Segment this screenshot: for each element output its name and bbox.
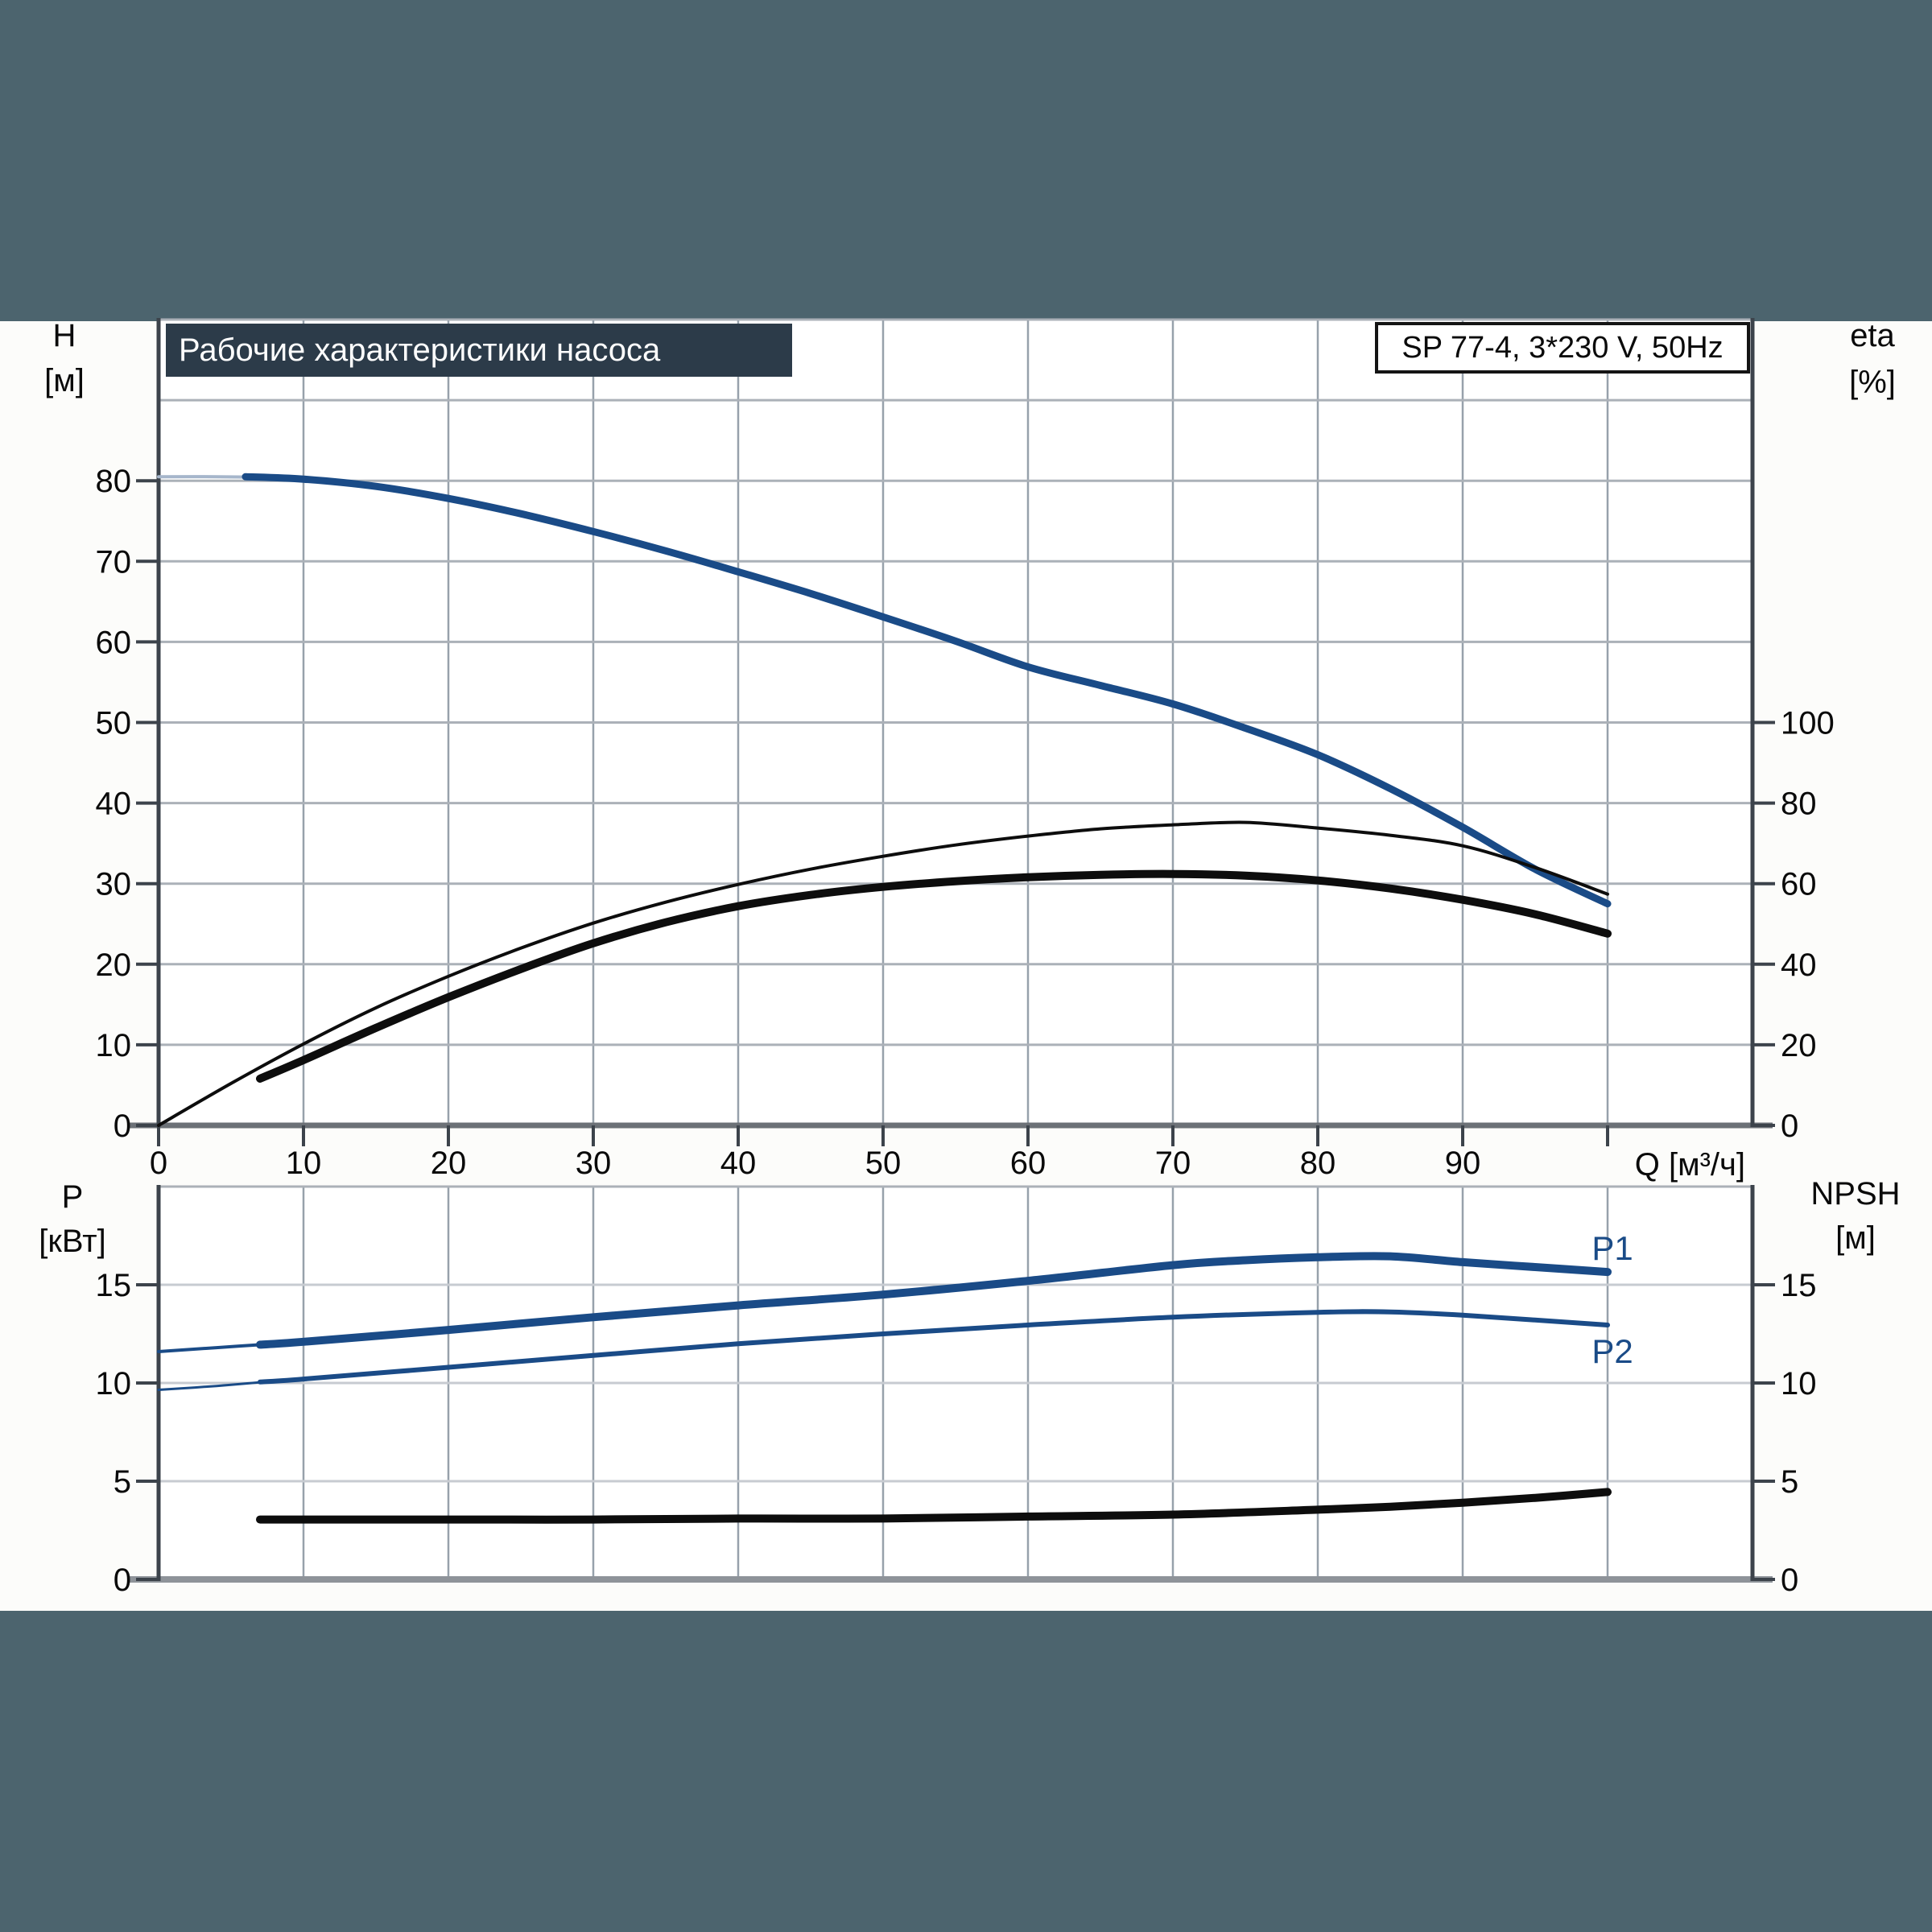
npsh-axis-label: NPSH xyxy=(1810,1176,1901,1212)
p1-series-label: P1 xyxy=(1591,1229,1633,1267)
tick-label: 0 xyxy=(1781,1563,1798,1598)
tick-label: 40 xyxy=(96,786,132,822)
tick-label: 50 xyxy=(865,1146,902,1181)
tick-label: 40 xyxy=(720,1146,757,1181)
tick-label: 10 xyxy=(96,1028,132,1063)
tick-label: 100 xyxy=(1781,706,1835,741)
tick-label: 60 xyxy=(1010,1146,1046,1181)
chart-title: Рабочие характеристики насоса xyxy=(179,332,661,368)
curve-NPSH xyxy=(256,1488,1612,1524)
tick-label: 15 xyxy=(1781,1268,1817,1303)
tick-label: 40 xyxy=(1781,947,1817,983)
tick-label: 20 xyxy=(96,947,132,983)
tick-label: 50 xyxy=(96,706,132,741)
h-axis-label: H xyxy=(52,318,76,353)
curve-eta-pump xyxy=(157,820,1609,1127)
tick-label: 10 xyxy=(96,1366,132,1402)
eta-axis-label: eta xyxy=(1850,318,1895,353)
eta-axis-unit: [%] xyxy=(1849,365,1896,400)
tick-label: 5 xyxy=(114,1464,131,1500)
curve-P2 xyxy=(258,1309,1610,1385)
npsh-axis-unit: [м] xyxy=(1835,1220,1876,1256)
tick-label: 70 xyxy=(96,544,132,580)
tick-label: 0 xyxy=(114,1563,131,1598)
chart-title-bar: Рабочие характеристики насоса xyxy=(166,324,792,377)
tick-label: 0 xyxy=(150,1146,167,1181)
tick-label: 70 xyxy=(1155,1146,1191,1181)
tick-label: 80 xyxy=(1781,786,1817,822)
tick-label: 10 xyxy=(286,1146,322,1181)
tick-label: 80 xyxy=(96,464,132,499)
tick-label: 60 xyxy=(1781,867,1817,902)
tick-label: 10 xyxy=(1781,1366,1817,1402)
curve-P1 xyxy=(256,1252,1612,1349)
tick-label: 15 xyxy=(96,1268,132,1303)
tick-label: 0 xyxy=(114,1108,131,1144)
curve-eta-pump-motor xyxy=(256,869,1612,1083)
pump-model-box: SP 77-4, 3*230 V, 50Hz xyxy=(1375,322,1750,374)
q-axis-label: Q [м³/ч] xyxy=(1634,1147,1745,1183)
tick-label: 30 xyxy=(96,867,132,902)
p-axis-unit: [кВт] xyxy=(39,1224,106,1259)
tick-label: 30 xyxy=(576,1146,612,1181)
tick-label: 0 xyxy=(1781,1108,1798,1144)
curve-H-curve xyxy=(242,473,1612,908)
h-axis-unit: [м] xyxy=(44,363,85,398)
tick-label: 20 xyxy=(1781,1028,1817,1063)
p-axis-label: P xyxy=(61,1179,84,1215)
tick-label: 60 xyxy=(96,625,132,660)
tick-label: 90 xyxy=(1445,1146,1481,1181)
tick-label: 20 xyxy=(431,1146,467,1181)
tick-label: 5 xyxy=(1781,1464,1798,1500)
p2-series-label: P2 xyxy=(1591,1332,1633,1370)
tick-label: 80 xyxy=(1300,1146,1336,1181)
